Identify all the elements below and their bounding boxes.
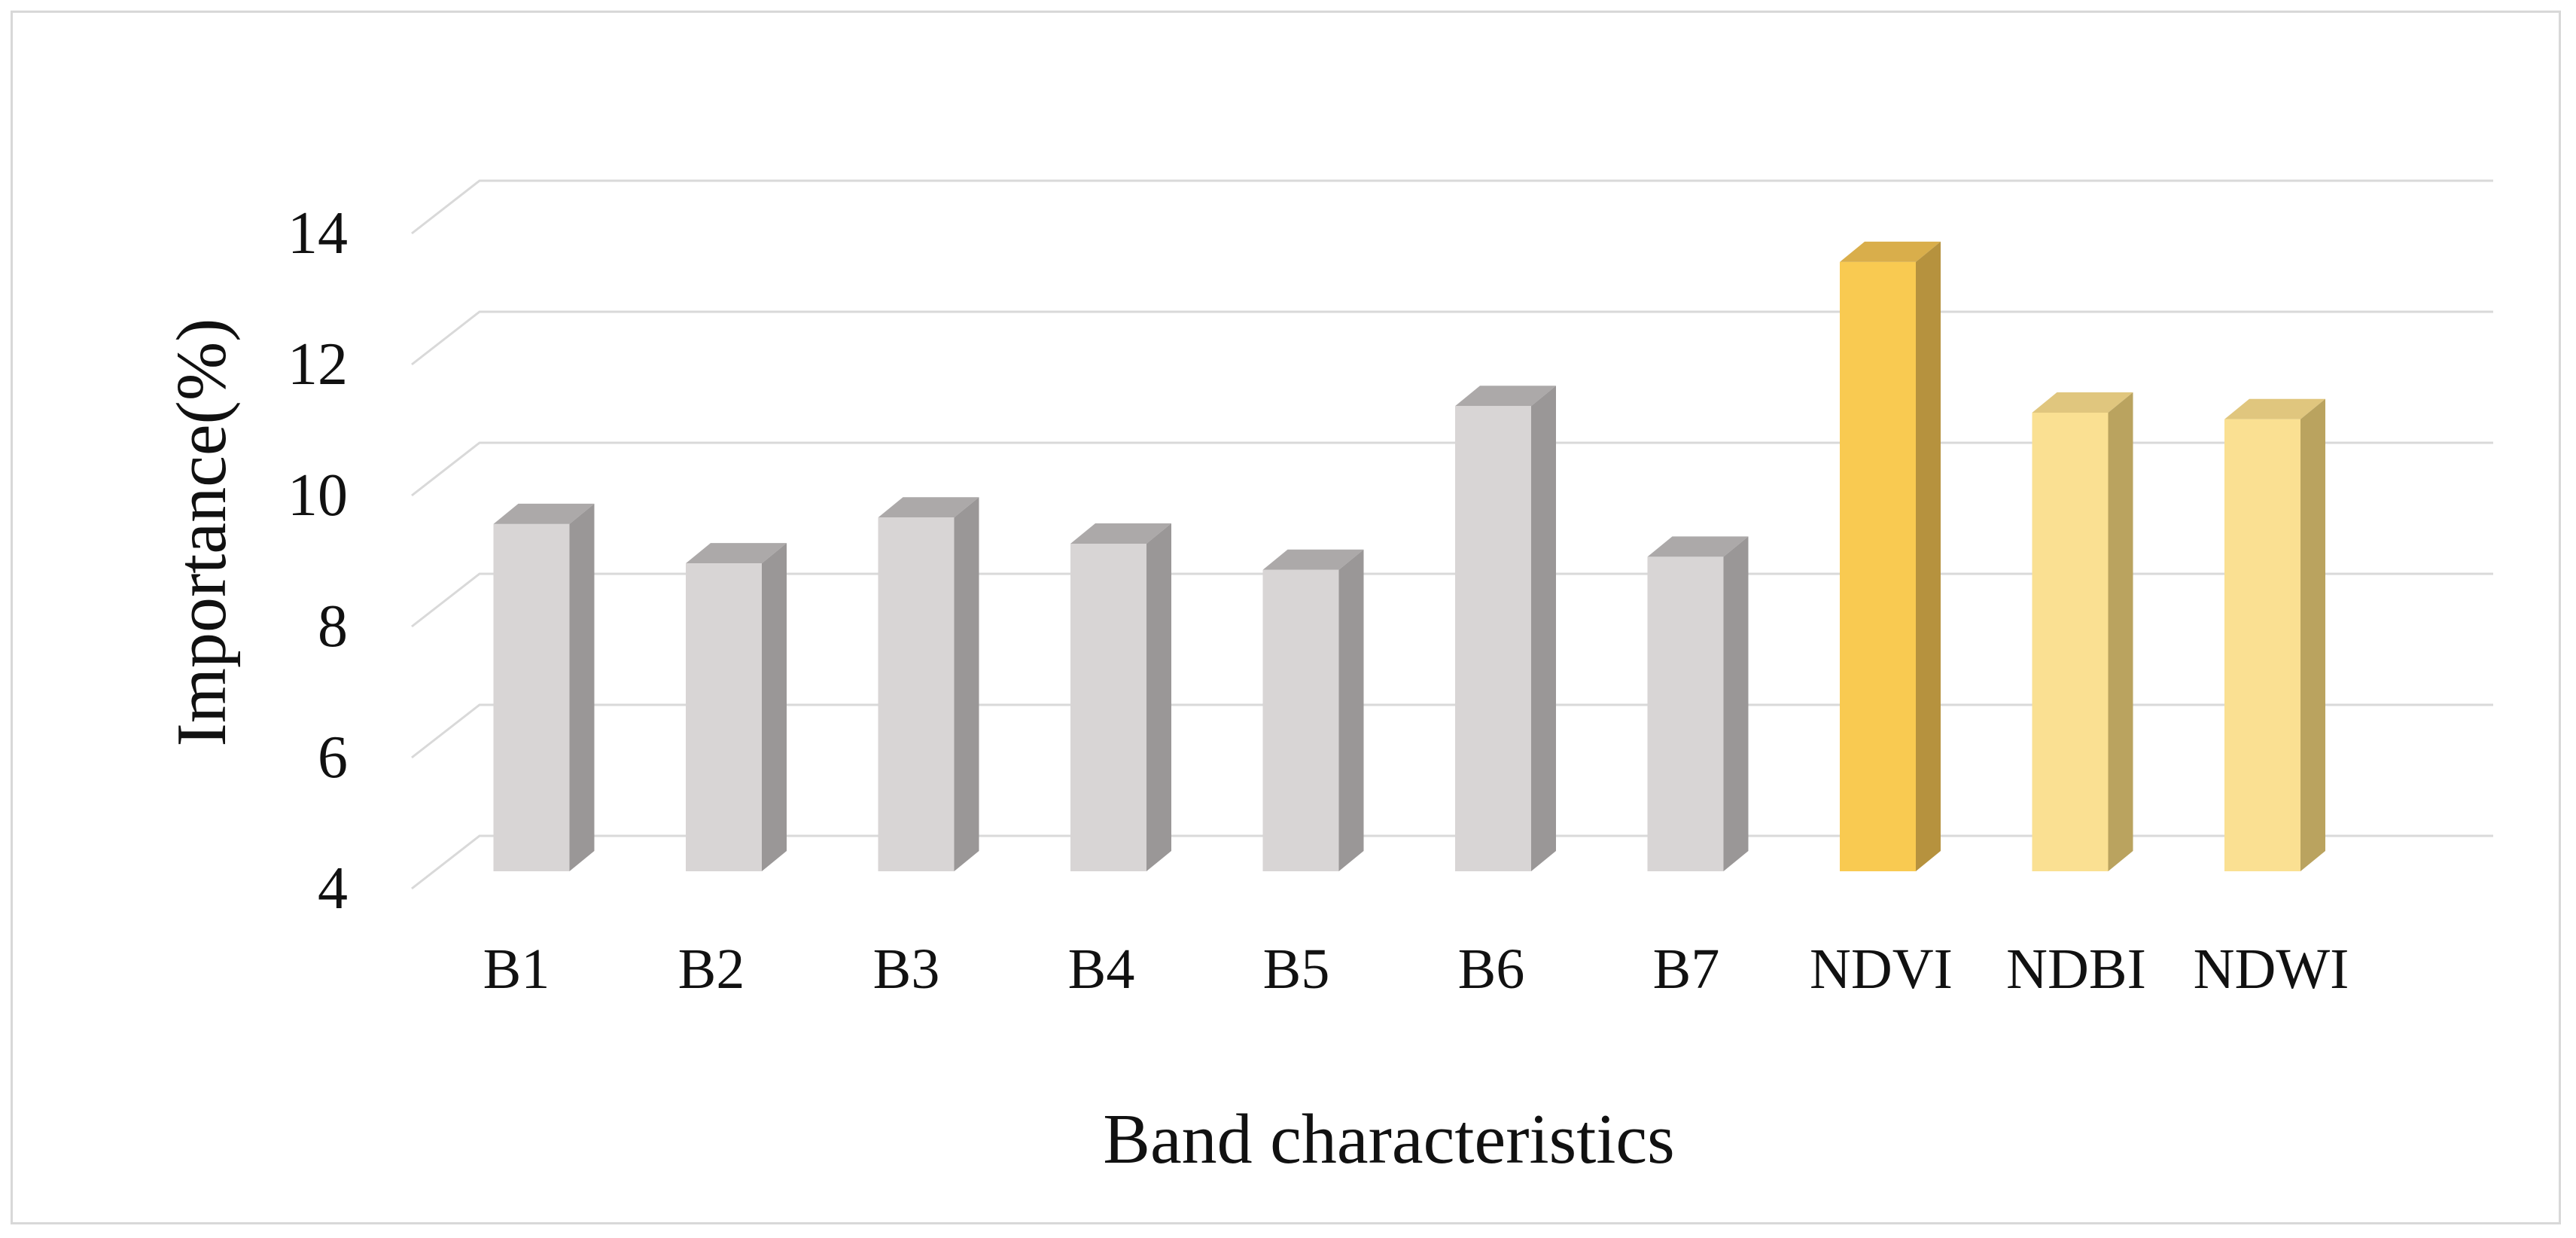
bar-side-B1 xyxy=(569,503,595,871)
bar-B2 xyxy=(686,563,762,871)
x-category-label-B6: B6 xyxy=(1457,938,1525,1001)
bar-top-B6 xyxy=(1455,386,1556,407)
bar-B5 xyxy=(1262,569,1339,871)
y-tick-label-8: 8 xyxy=(318,593,348,660)
gridline xyxy=(411,834,2493,890)
bar-top-B1 xyxy=(493,503,595,524)
bar-side-NDWI xyxy=(2300,398,2325,871)
x-category-label-B2: B2 xyxy=(677,938,745,1001)
bar-NDBI xyxy=(2032,413,2109,871)
bar-B4 xyxy=(1070,544,1146,871)
bar-side-B2 xyxy=(762,543,787,871)
bar-top-NDWI xyxy=(2224,398,2325,419)
y-tick-label-10: 10 xyxy=(288,462,348,529)
gridline xyxy=(411,441,2493,497)
bar-B6 xyxy=(1455,406,1531,871)
bar-top-B5 xyxy=(1262,549,1364,570)
gridline xyxy=(411,179,2493,235)
gridline xyxy=(411,572,2493,628)
y-axis-title: Importance(%) xyxy=(163,318,241,747)
bar-side-B5 xyxy=(1338,549,1364,871)
x-category-label-B5: B5 xyxy=(1262,938,1330,1001)
bar-top-NDBI xyxy=(2032,392,2133,413)
bar-B1 xyxy=(493,523,570,871)
x-axis-title: Band characteristics xyxy=(1103,1100,1675,1179)
bar-side-B3 xyxy=(954,497,979,871)
bar-side-NDVI xyxy=(1916,241,1941,871)
bar-side-B6 xyxy=(1531,386,1556,871)
bar-top-B3 xyxy=(878,497,979,518)
bar-top-B4 xyxy=(1070,523,1171,544)
y-tick-label-4: 4 xyxy=(318,855,348,922)
x-category-label-B7: B7 xyxy=(1652,938,1720,1001)
bar-side-B4 xyxy=(1146,523,1171,871)
y-tick-label-6: 6 xyxy=(318,724,348,791)
x-category-label-NDVI: NDVI xyxy=(1810,938,1953,1001)
bar-top-B7 xyxy=(1647,536,1749,557)
y-tick-label-12: 12 xyxy=(288,331,348,398)
x-category-label-B1: B1 xyxy=(483,938,550,1001)
x-category-label-NDWI: NDWI xyxy=(2193,938,2349,1001)
bar-top-B2 xyxy=(686,543,787,564)
bar-NDVI xyxy=(1840,261,1916,871)
gridline xyxy=(411,703,2493,759)
bar-B7 xyxy=(1647,556,1724,871)
bar-NDWI xyxy=(2224,419,2300,871)
bar-top-NDVI xyxy=(1840,241,1941,262)
y-tick-label-14: 14 xyxy=(288,200,348,267)
gridline xyxy=(411,310,2493,366)
x-category-label-B4: B4 xyxy=(1067,938,1135,1001)
bar-side-NDBI xyxy=(2108,392,2133,871)
x-category-label-NDBI: NDBI xyxy=(2006,938,2146,1001)
x-category-label-B3: B3 xyxy=(872,938,940,1001)
bar-B3 xyxy=(878,517,955,871)
bar-side-B7 xyxy=(1723,536,1749,871)
